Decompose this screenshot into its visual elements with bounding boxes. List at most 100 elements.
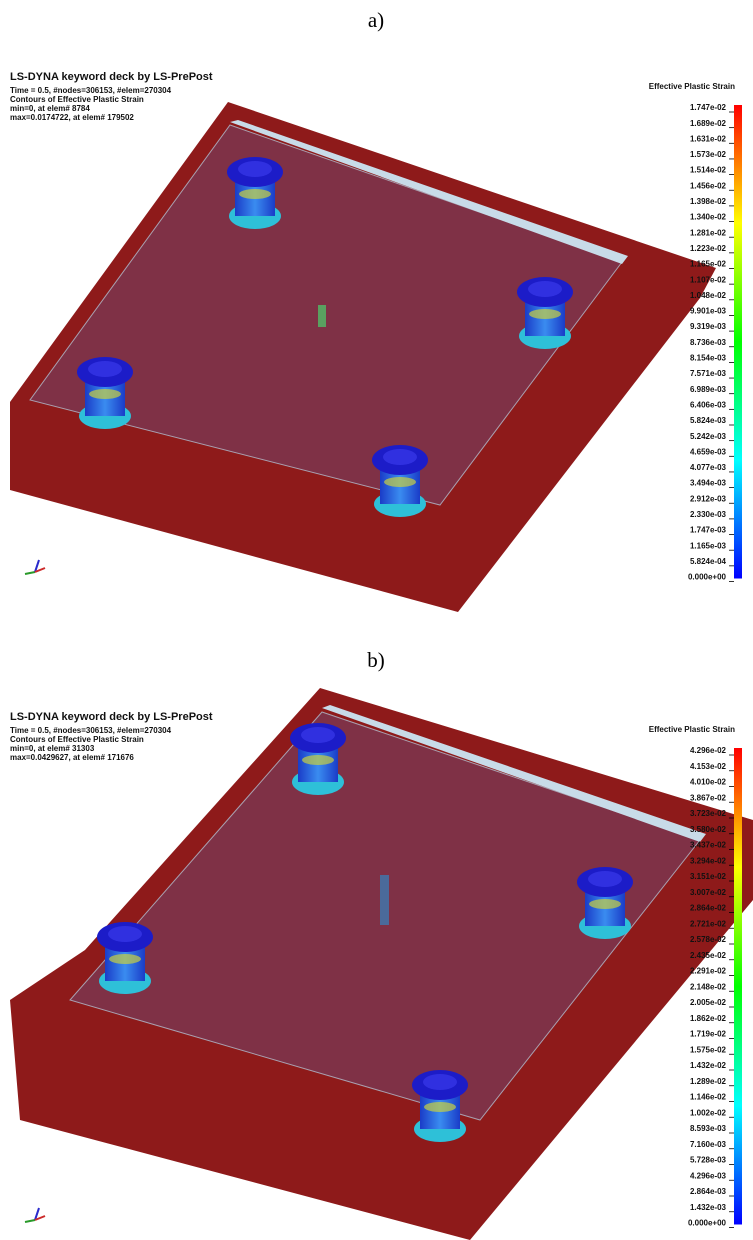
legend-label: 3.867e-02 bbox=[690, 793, 727, 802]
header-line: max=0.0174722, at elem# 179502 bbox=[10, 113, 134, 122]
header-line: min=0, at elem# 31303 bbox=[10, 744, 95, 753]
header-line: Time = 0.5, #nodes=306153, #elem=270304 bbox=[10, 726, 172, 735]
header-line: Time = 0.5, #nodes=306153, #elem=270304 bbox=[10, 86, 172, 95]
legend-label: 4.296e-03 bbox=[690, 1171, 727, 1180]
bolt-stress bbox=[384, 477, 416, 487]
bolt bbox=[577, 867, 633, 939]
legend-label: 8.154e-03 bbox=[690, 354, 727, 363]
legend-label: 1.862e-02 bbox=[690, 1014, 727, 1023]
legend-label: 1.689e-02 bbox=[690, 119, 727, 128]
legend-label: 9.319e-03 bbox=[690, 322, 727, 331]
legend-label: 1.146e-02 bbox=[690, 1093, 727, 1102]
bolt bbox=[412, 1070, 468, 1142]
legend-label: 1.223e-02 bbox=[690, 244, 727, 253]
bolt-stress bbox=[424, 1102, 456, 1112]
legend-label: 1.340e-02 bbox=[690, 213, 727, 222]
bolt bbox=[517, 277, 573, 349]
legend-label: 3.494e-03 bbox=[690, 479, 727, 488]
bolt-stress bbox=[302, 755, 334, 765]
bolt-top bbox=[528, 281, 562, 297]
legend-label: 9.901e-03 bbox=[690, 307, 727, 316]
center-pin bbox=[380, 875, 389, 925]
legend-label: 1.398e-02 bbox=[690, 197, 727, 206]
axis-x bbox=[25, 1220, 35, 1222]
legend-label: 3.294e-02 bbox=[690, 856, 727, 865]
center-pin bbox=[318, 305, 326, 327]
bolt bbox=[227, 157, 283, 229]
legend-label: 6.406e-03 bbox=[690, 400, 727, 409]
legend-label: 4.659e-03 bbox=[690, 447, 727, 456]
header-title: LS-DYNA keyword deck by LS-PrePost bbox=[10, 711, 213, 723]
legend-label: 3.580e-02 bbox=[690, 825, 727, 834]
panel-label: a) bbox=[368, 8, 384, 32]
legend-label: 1.719e-02 bbox=[690, 1030, 727, 1039]
header-line: Contours of Effective Plastic Strain bbox=[10, 735, 144, 744]
bolt bbox=[97, 922, 153, 994]
bolt-stress bbox=[239, 189, 271, 199]
legend-label: 5.824e-03 bbox=[690, 416, 727, 425]
legend-label: 2.148e-02 bbox=[690, 982, 727, 991]
legend-label: 2.578e-02 bbox=[690, 935, 727, 944]
legend-label: 2.005e-02 bbox=[690, 998, 727, 1007]
legend-label: 2.435e-02 bbox=[690, 951, 727, 960]
legend-label: 0.000e+00 bbox=[688, 573, 727, 582]
legend-label: 4.153e-02 bbox=[690, 762, 727, 771]
legend-label: 2.864e-03 bbox=[690, 1187, 727, 1196]
legend-label: 1.165e-03 bbox=[690, 541, 727, 550]
legend-label: 2.291e-02 bbox=[690, 967, 727, 976]
legend-label: 4.296e-02 bbox=[690, 746, 727, 755]
bolt-top bbox=[423, 1074, 457, 1090]
legend-label: 6.989e-03 bbox=[690, 385, 727, 394]
legend-label: 3.437e-02 bbox=[690, 841, 727, 850]
page: {"panels": [ {"label": "a)", "header": [… bbox=[0, 0, 753, 1240]
bolt-top bbox=[88, 361, 122, 377]
bolt-top bbox=[238, 161, 272, 177]
legend-label: 2.912e-03 bbox=[690, 494, 727, 503]
bolt-stress bbox=[589, 899, 621, 909]
legend-label: 1.573e-02 bbox=[690, 150, 727, 159]
legend-label: 1.456e-02 bbox=[690, 181, 727, 190]
legend-label: 1.002e-02 bbox=[690, 1108, 727, 1117]
legend-label: 1.289e-02 bbox=[690, 1077, 727, 1086]
bolt-top bbox=[383, 449, 417, 465]
legend-label: 5.824e-04 bbox=[690, 557, 727, 566]
legend-label: 8.593e-03 bbox=[690, 1124, 727, 1133]
legend-label: 7.160e-03 bbox=[690, 1140, 727, 1149]
color-bar bbox=[734, 105, 742, 579]
legend-label: 2.721e-02 bbox=[690, 919, 727, 928]
legend-label: 1.048e-02 bbox=[690, 291, 727, 300]
legend-label: 1.747e-03 bbox=[690, 526, 727, 535]
bolt bbox=[372, 445, 428, 517]
legend-label: 1.432e-03 bbox=[690, 1203, 727, 1212]
color-bar bbox=[734, 748, 742, 1225]
legend-label: 7.571e-03 bbox=[690, 369, 727, 378]
bolt-stress bbox=[89, 389, 121, 399]
legend-label: 5.728e-03 bbox=[690, 1156, 727, 1165]
bolt-stress bbox=[529, 309, 561, 319]
bolt bbox=[77, 357, 133, 429]
legend-label: 2.330e-03 bbox=[690, 510, 727, 519]
bolt bbox=[290, 723, 346, 795]
legend-label: 5.242e-03 bbox=[690, 432, 727, 441]
legend-label: 1.575e-02 bbox=[690, 1045, 727, 1054]
legend-label: 1.107e-02 bbox=[690, 275, 727, 284]
legend-label: 1.281e-02 bbox=[690, 228, 727, 237]
legend-label: 1.631e-02 bbox=[690, 134, 727, 143]
legend-title: Effective Plastic Strain bbox=[649, 725, 735, 734]
header-line: min=0, at elem# 8784 bbox=[10, 104, 90, 113]
legend-label: 1.747e-02 bbox=[690, 103, 727, 112]
legend-label: 0.000e+00 bbox=[688, 1219, 727, 1228]
bolt-top bbox=[588, 871, 622, 887]
bolt-top bbox=[108, 926, 142, 942]
legend-label: 8.736e-03 bbox=[690, 338, 727, 347]
legend-label: 1.432e-02 bbox=[690, 1061, 727, 1070]
figure: a) LS-DYNA keyword deck by LS-PrePost Time… bbox=[0, 0, 753, 1240]
header-line: Contours of Effective Plastic Strain bbox=[10, 95, 144, 104]
legend-label: 4.010e-02 bbox=[690, 778, 727, 787]
header-line: max=0.0429627, at elem# 171676 bbox=[10, 753, 134, 762]
bolt-stress bbox=[109, 954, 141, 964]
legend-label: 2.864e-02 bbox=[690, 904, 727, 913]
bolt-top bbox=[301, 727, 335, 743]
panel-label: b) bbox=[367, 648, 385, 672]
legend-label: 4.077e-03 bbox=[690, 463, 727, 472]
